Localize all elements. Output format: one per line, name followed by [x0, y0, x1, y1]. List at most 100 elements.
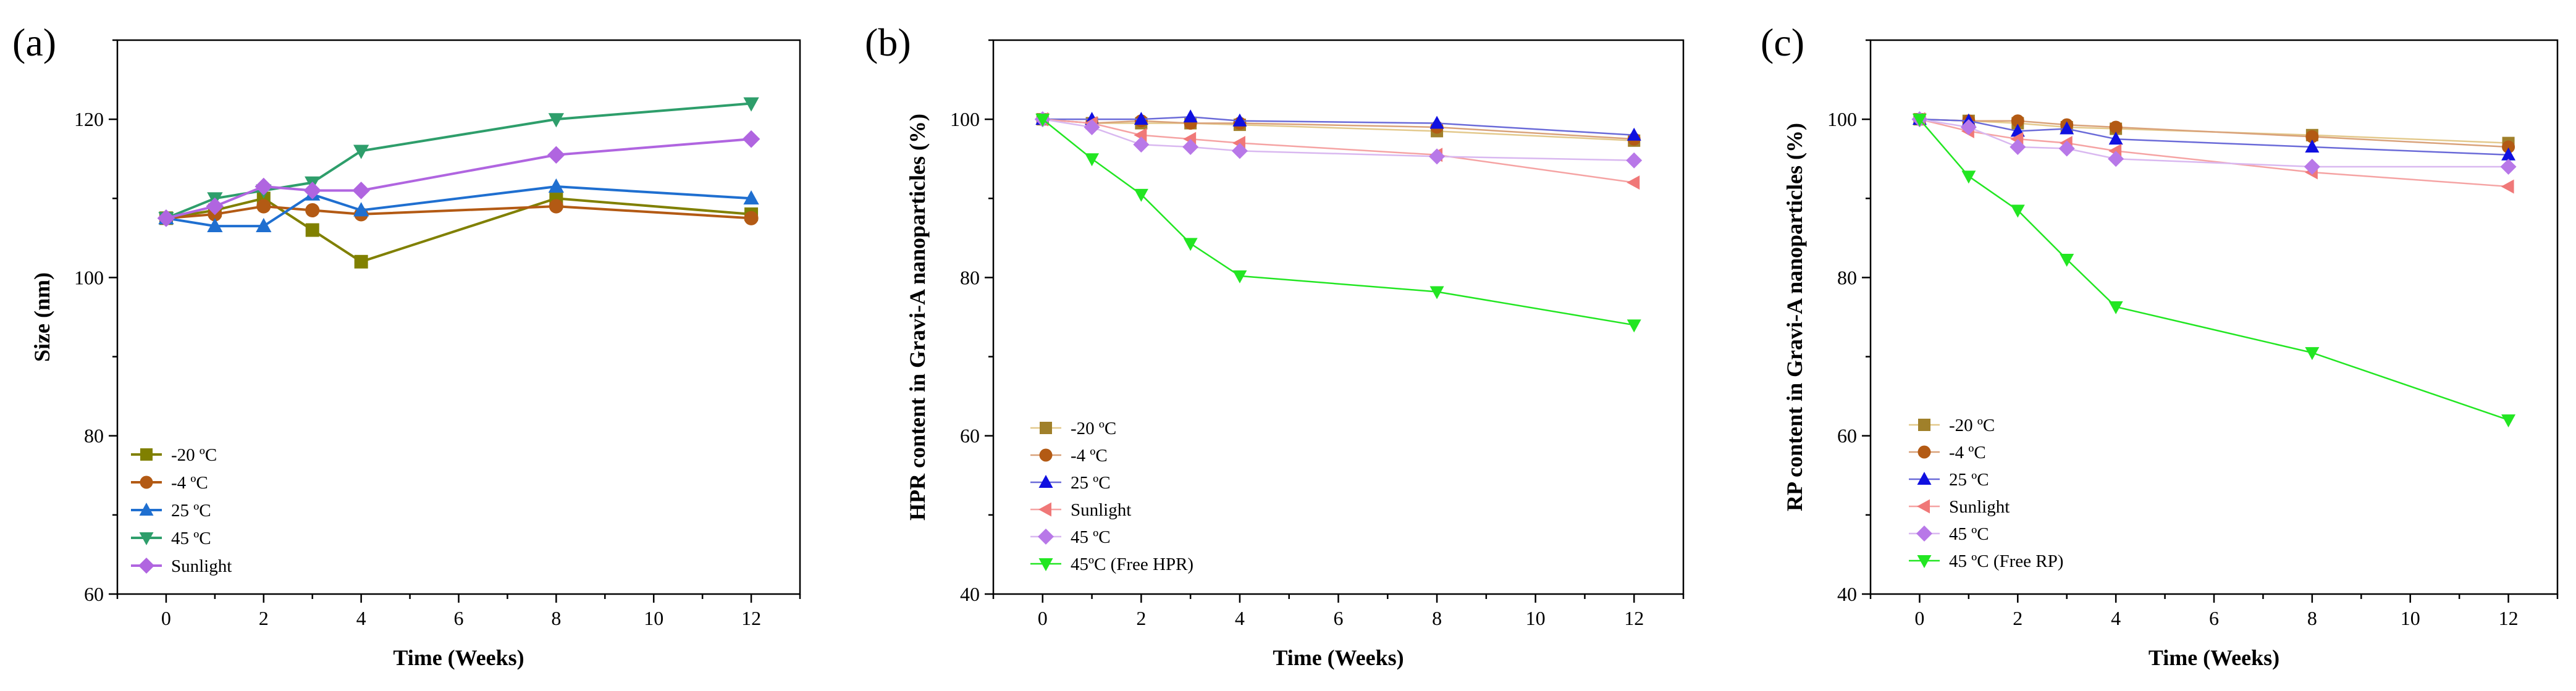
- legend-marker: [1038, 502, 1051, 517]
- data-point: [743, 190, 759, 205]
- data-point: [2108, 301, 2123, 314]
- legend-marker: [139, 503, 154, 516]
- data-point: [1231, 143, 1248, 159]
- data-point: [1232, 113, 1247, 127]
- legend-marker: [1038, 558, 1053, 571]
- data-point: [256, 199, 271, 214]
- legend-marker: [1917, 445, 1931, 459]
- legend-label: 25 ºC: [1949, 470, 1989, 490]
- x-tick-label: 6: [2209, 607, 2219, 629]
- series-line: [1042, 119, 1635, 326]
- x-tick-label: 12: [741, 607, 761, 629]
- chart-panel-0: (a) 0 2 4 6 8 10 12 60 80 100 120 Time (Weeks) Size (…: [12, 20, 801, 670]
- x-tick-label: 10: [1526, 607, 1546, 629]
- panel-label: (a): [12, 20, 56, 64]
- legend: -20 ºC -4 ºC 25 ºC 45 ºC Sunlight: [131, 445, 232, 576]
- legend-label: 45 ºC (Free RP): [1949, 551, 2063, 571]
- data-point: [1429, 286, 1444, 299]
- legend-label: -20 ºC: [1071, 419, 1116, 438]
- legend-label: -20 ºC: [171, 445, 217, 465]
- series-4: [157, 130, 760, 227]
- x-tick-label: 2: [2013, 607, 2022, 629]
- legend-label: 25 ºC: [171, 501, 211, 521]
- data-point: [2305, 139, 2320, 153]
- data-point: [303, 182, 322, 199]
- y-tick-label: 100: [74, 266, 104, 288]
- y-tick-label: 80: [84, 425, 104, 447]
- data-point: [1960, 119, 1977, 135]
- y-tick-label: 60: [1837, 425, 1857, 447]
- legend-marker: [1917, 499, 1930, 514]
- data-point: [2305, 130, 2319, 143]
- series-line: [1919, 118, 2509, 144]
- data-point: [2108, 151, 2124, 167]
- data-point: [1085, 153, 1100, 167]
- legend-marker: [1918, 419, 1930, 431]
- y-tick-label: 120: [74, 108, 104, 130]
- chart-panel-2: (c) 0 2 4 6 8 10 12 40 60 80 100 Time (Weeks) RP cont…: [1761, 20, 2559, 670]
- legend-label: 25 ºC: [1071, 473, 1111, 493]
- data-point: [548, 113, 565, 128]
- data-point: [352, 182, 370, 199]
- series-3: [1912, 112, 2514, 194]
- data-point: [354, 254, 368, 269]
- x-tick-label: 8: [551, 607, 561, 629]
- legend: -20 ºC -4 ºC 25 ºC Sunlight 45 ºC 45 ºC (Fre…: [1909, 416, 2063, 571]
- data-point: [1429, 148, 1446, 165]
- legend-marker: [139, 532, 154, 545]
- data-point: [1627, 175, 1640, 190]
- data-point: [1084, 119, 1100, 135]
- x-tick-label: 0: [1914, 607, 1924, 629]
- y-tick-label: 40: [960, 583, 980, 605]
- legend-label: -4 ºC: [1949, 443, 1986, 463]
- legend-marker: [140, 448, 153, 461]
- legend-label: -20 ºC: [1949, 416, 1995, 435]
- data-point: [206, 197, 224, 216]
- data-point: [2109, 120, 2123, 134]
- legend: -20 ºC -4 ºC 25 ºC Sunlight 45 ºC 45ºC (Free…: [1030, 419, 1193, 574]
- data-point: [2108, 132, 2123, 145]
- y-tick-label: 80: [960, 266, 980, 288]
- legend-label: 45ºC (Free HPR): [1071, 555, 1193, 574]
- legend-label: -4 ºC: [171, 473, 208, 493]
- x-tick-label: 4: [1235, 607, 1245, 629]
- data-point: [1912, 114, 1927, 127]
- data-point: [1961, 170, 1976, 184]
- y-tick-label: 40: [1837, 583, 1857, 605]
- x-tick-label: 2: [1136, 607, 1146, 629]
- data-point: [743, 97, 759, 112]
- data-point: [353, 144, 369, 159]
- series-1: [1036, 112, 1641, 146]
- legend-label: Sunlight: [171, 556, 232, 576]
- legend-marker: [1916, 526, 1932, 542]
- x-axis-title: Time (Weeks): [393, 645, 524, 670]
- y-tick-label: 100: [1827, 108, 1857, 130]
- data-point: [1627, 319, 1641, 333]
- legend-marker: [1038, 529, 1054, 545]
- legend-label: 45 ºC: [1949, 524, 1989, 544]
- data-point: [2501, 147, 2516, 161]
- series-line: [1919, 119, 2509, 421]
- data-point: [305, 223, 319, 237]
- data-point: [1134, 188, 1148, 202]
- x-tick-label: 8: [1432, 607, 1442, 629]
- panel-label: (b): [865, 20, 911, 64]
- legend-marker: [1917, 472, 1932, 485]
- data-point: [2011, 114, 2024, 128]
- legend-label: 45 ºC: [1071, 527, 1111, 547]
- legend-label: Sunlight: [1949, 497, 2010, 517]
- data-point: [255, 177, 273, 196]
- data-point: [2010, 204, 2025, 218]
- data-point: [1035, 114, 1050, 127]
- plot-frame: [116, 39, 801, 595]
- legend-marker: [140, 475, 153, 489]
- data-point: [2502, 140, 2515, 154]
- chart-panel-1: (b) 0 2 4 6 8 10 12 40 60 80 100 Time (Weeks) HPR con…: [865, 20, 1685, 670]
- series-2: [158, 178, 759, 233]
- data-point: [2010, 138, 2026, 155]
- data-point: [1134, 128, 1147, 143]
- series-0: [159, 191, 759, 269]
- x-tick-label: 2: [259, 607, 269, 629]
- data-point: [548, 178, 565, 193]
- data-point: [256, 217, 272, 233]
